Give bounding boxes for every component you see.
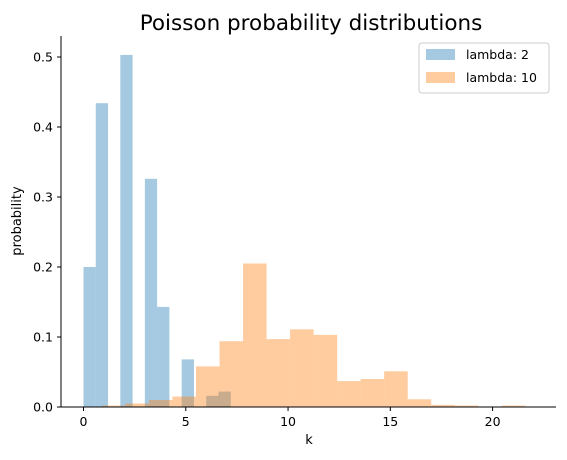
bar-lambda-10-11 [360, 379, 385, 407]
x-tick-label: 15 [382, 414, 398, 429]
bar-lambda-10-1 [125, 403, 149, 407]
bar-lambda-10-16 [501, 405, 526, 407]
y-tick-label: 0.4 [33, 120, 53, 135]
bar-lambda-2-7 [218, 391, 231, 407]
bar-lambda-10-5 [219, 341, 244, 407]
bar-lambda-2-0 [83, 267, 96, 407]
x-tick-label: 5 [182, 414, 190, 429]
legend-label-lambda-10: lambda: 10 [466, 70, 537, 85]
bar-lambda-10-9 [313, 334, 338, 407]
bars-layer [83, 54, 526, 408]
legend-swatch-lambda-2 [426, 49, 455, 60]
bar-lambda-2-1 [95, 103, 109, 407]
bar-lambda-2-2 [120, 54, 133, 408]
y-tick-label: 0.2 [33, 260, 53, 275]
bar-lambda-10-4 [196, 366, 220, 407]
legend-frame [418, 42, 550, 94]
legend-swatch-lambda-10 [426, 72, 455, 83]
x-tick-label: 0 [80, 414, 88, 429]
bar-lambda-10-12 [384, 371, 408, 407]
bar-lambda-2-5 [181, 359, 194, 407]
bar-lambda-2-3 [144, 178, 158, 407]
x-tick-label: 20 [485, 414, 501, 429]
bar-lambda-10-7 [266, 339, 291, 407]
bar-lambda-10-6 [243, 263, 267, 407]
x-tick-label: 10 [280, 414, 296, 429]
ticks-layer: 0 5 10 15 20 0.0 0.1 0.2 0.3 0.4 0.5 [33, 50, 500, 430]
bar-lambda-10-2 [148, 400, 173, 407]
y-tick-label: 0.0 [33, 400, 53, 415]
legend-label-lambda-2: lambda: 2 [466, 47, 529, 62]
bar-lambda-10-0 [101, 405, 126, 407]
x-axis-label: k [305, 433, 313, 448]
legend: lambda: 2 lambda: 10 [418, 42, 550, 94]
y-tick-label: 0.5 [33, 50, 53, 65]
bar-lambda-2-4 [157, 306, 170, 407]
bar-lambda-10-15 [454, 405, 479, 407]
chart-title: Poisson probability distributions [140, 11, 483, 36]
bar-lambda-10-13 [407, 399, 432, 407]
bar-lambda-10-14 [431, 404, 455, 407]
bar-lambda-10-10 [337, 381, 361, 407]
bar-lambda-2-6 [206, 395, 219, 407]
y-axis-label: probability [10, 186, 25, 256]
y-tick-label: 0.3 [33, 190, 53, 205]
bar-lambda-10-8 [290, 329, 314, 407]
y-tick-label: 0.1 [33, 330, 53, 345]
bar-lambda-10-3 [172, 396, 196, 407]
